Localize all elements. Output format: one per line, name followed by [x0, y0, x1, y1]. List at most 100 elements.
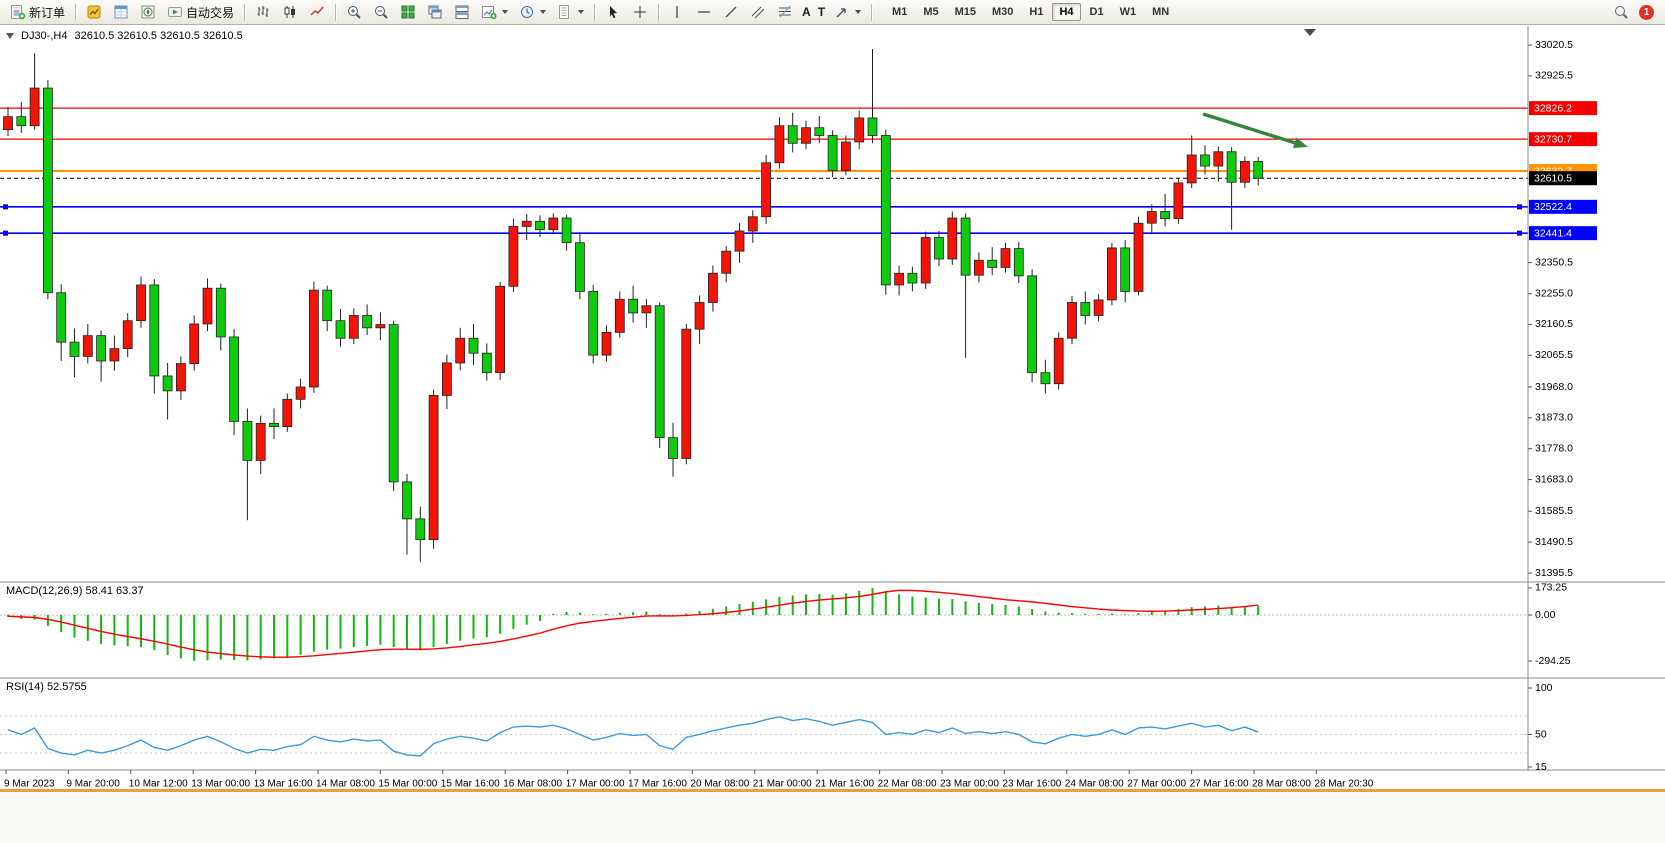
- svg-text:23 Mar 16:00: 23 Mar 16:00: [1002, 779, 1061, 790]
- timeframe-buttons: M1 M5 M15 M30 H1 H4 D1 W1 MN: [885, 3, 1176, 21]
- svg-text:14 Mar 08:00: 14 Mar 08:00: [316, 779, 375, 790]
- timeframe-button-H1[interactable]: H1: [1022, 3, 1050, 21]
- line-handle[interactable]: [3, 204, 8, 210]
- svg-text:16 Mar 08:00: 16 Mar 08:00: [503, 779, 562, 790]
- svg-text:32065.5: 32065.5: [1535, 349, 1573, 361]
- svg-text:9 Mar 20:00: 9 Mar 20:00: [66, 779, 120, 790]
- cursor-button[interactable]: [600, 2, 626, 23]
- timeframe-button-W1[interactable]: W1: [1113, 3, 1144, 21]
- shapes-caret-icon: [855, 10, 862, 14]
- line-handle[interactable]: [1517, 230, 1522, 236]
- trendline-tool-button[interactable]: [718, 2, 744, 23]
- navigator-icon: [141, 5, 155, 19]
- text-label-tool-label: T: [817, 5, 826, 19]
- arrange-windows-icon: [455, 5, 469, 19]
- bar-chart-button[interactable]: [250, 2, 276, 23]
- line-chart-button[interactable]: [304, 2, 330, 23]
- horizontal-line-icon: [698, 11, 711, 13]
- timeframe-button-M15[interactable]: M15: [948, 3, 983, 21]
- search-button[interactable]: [1608, 2, 1634, 23]
- svg-text:20 Mar 08:00: 20 Mar 08:00: [690, 779, 749, 790]
- crosshair-button[interactable]: [627, 2, 653, 23]
- data-window-icon: [114, 5, 128, 19]
- trendline-icon: [725, 6, 737, 18]
- text-label-tool-button[interactable]: T: [815, 2, 828, 23]
- arrow-annotation[interactable]: [1202, 112, 1308, 149]
- price-axis: 33020.5 32925.5 32350.5 32255.0 32160.5 32065…: [1528, 39, 1573, 579]
- arrow-shape-icon: [836, 8, 846, 18]
- timeframe-button-M1[interactable]: M1: [885, 3, 914, 21]
- toolbar-separator: [75, 3, 77, 21]
- cascade-windows-button[interactable]: [422, 2, 448, 23]
- candlestick-chart-icon: [284, 6, 296, 18]
- svg-text:31873.0: 31873.0: [1535, 412, 1573, 424]
- svg-text:31490.5: 31490.5: [1535, 536, 1573, 548]
- bar-chart-icon: [257, 6, 269, 17]
- new-order-icon: [11, 5, 26, 20]
- new-order-button[interactable]: 新订单: [5, 2, 70, 23]
- chart-ohlc: 32610.5 32610.5 32610.5 32610.5: [74, 30, 243, 42]
- arrange-windows-button[interactable]: [449, 2, 475, 23]
- zoom-in-button[interactable]: [341, 2, 367, 23]
- new-order-label: 新订单: [29, 5, 66, 20]
- line-handle[interactable]: [3, 230, 8, 236]
- horizontal-line-tool-button[interactable]: [691, 2, 717, 23]
- search-icon: [1615, 6, 1628, 19]
- toolbar-separator: [658, 3, 660, 21]
- timeframe-button-M5[interactable]: M5: [916, 3, 945, 21]
- timeframe-button-M30[interactable]: M30: [985, 3, 1020, 21]
- svg-text:31585.5: 31585.5: [1535, 505, 1573, 517]
- new-chart-button[interactable]: [476, 2, 513, 23]
- zoom-out-button[interactable]: [368, 2, 394, 23]
- panel-separators[interactable]: [0, 26, 1665, 771]
- text-tool-button[interactable]: A: [799, 2, 814, 23]
- notification-badge[interactable]: 1: [1639, 4, 1654, 20]
- timeframe-button-H4[interactable]: H4: [1052, 3, 1081, 21]
- template-icon: [559, 5, 570, 19]
- candlestick-chart-button[interactable]: [277, 2, 303, 23]
- chart-window: 33020.5 32925.5 32350.5 32255.0 32160.5 32065…: [0, 26, 1665, 843]
- svg-text:21 Mar 00:00: 21 Mar 00:00: [753, 779, 812, 790]
- svg-text:31395.5: 31395.5: [1535, 567, 1573, 579]
- svg-text:32610.5: 32610.5: [1534, 172, 1572, 184]
- svg-text:32160.5: 32160.5: [1535, 318, 1573, 330]
- svg-text:15 Mar 16:00: 15 Mar 16:00: [441, 779, 500, 790]
- shapes-tool-button[interactable]: [829, 2, 866, 23]
- svg-text:9 Mar 2023: 9 Mar 2023: [4, 779, 55, 790]
- templates-button[interactable]: [552, 2, 589, 23]
- clock-icon: [521, 6, 534, 18]
- svg-text:-294.25: -294.25: [1535, 655, 1571, 667]
- chart-header: DJ30-,H4 32610.5 32610.5 32610.5 32610.5: [6, 30, 243, 42]
- svg-text:32730.7: 32730.7: [1534, 133, 1572, 145]
- data-window-button[interactable]: [108, 2, 134, 23]
- svg-text:31778.0: 31778.0: [1535, 442, 1573, 454]
- tile-windows-button[interactable]: [395, 2, 421, 23]
- navigator-button[interactable]: [135, 2, 161, 23]
- line-handle[interactable]: [1517, 204, 1522, 210]
- timeframe-button-D1[interactable]: D1: [1083, 3, 1111, 21]
- text-tool-label: A: [802, 5, 811, 19]
- chart-canvas[interactable]: 33020.5 32925.5 32350.5 32255.0 32160.5 32065…: [0, 26, 1665, 843]
- macd-panel: 173.25 0.00 -294.25: [0, 582, 1571, 667]
- autotrading-label: 自动交易: [186, 5, 235, 20]
- timeframe-button-MN[interactable]: MN: [1145, 3, 1176, 21]
- periods-button[interactable]: [514, 2, 551, 23]
- autotrading-button[interactable]: 自动交易: [162, 2, 239, 23]
- svg-text:17 Mar 00:00: 17 Mar 00:00: [566, 779, 625, 790]
- one-click-trading-icon[interactable]: [6, 33, 14, 39]
- fibonacci-icon: [779, 5, 792, 18]
- svg-text:50: 50: [1535, 728, 1547, 740]
- svg-text:13 Mar 00:00: 13 Mar 00:00: [191, 779, 250, 790]
- channel-tool-button[interactable]: [745, 2, 771, 23]
- line-chart-icon: [310, 6, 324, 16]
- fibonacci-tool-button[interactable]: [772, 2, 798, 23]
- market-watch-button[interactable]: [81, 2, 107, 23]
- rsi-panel: 100 50 15: [0, 682, 1553, 773]
- rsi-indicator-label: RSI(14) 52.5755: [6, 681, 87, 693]
- chart-shift-marker-icon[interactable]: [1304, 29, 1316, 36]
- svg-text:32255.0: 32255.0: [1535, 288, 1573, 300]
- svg-text:24 Mar 08:00: 24 Mar 08:00: [1065, 779, 1124, 790]
- vertical-line-tool-button[interactable]: [664, 2, 690, 23]
- svg-text:100: 100: [1535, 682, 1553, 694]
- svg-text:15: 15: [1535, 761, 1547, 773]
